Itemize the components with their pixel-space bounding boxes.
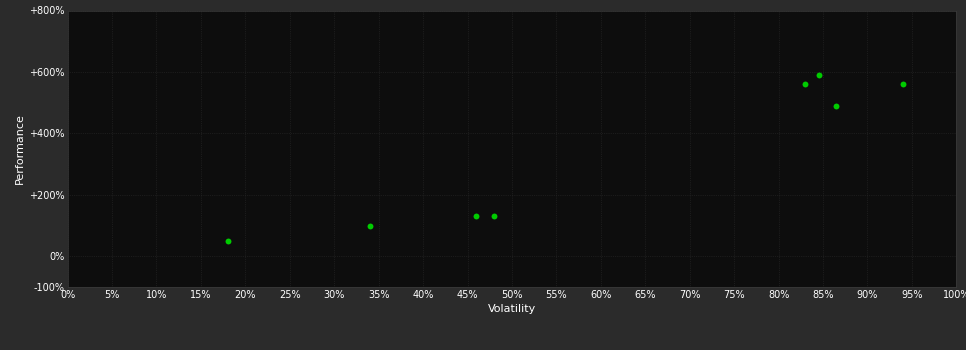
Point [798, 82, 813, 87]
Point [220, 238, 236, 244]
Point [469, 214, 484, 219]
Point [810, 72, 826, 78]
Point [895, 82, 911, 87]
Point [362, 223, 378, 228]
X-axis label: Volatility: Volatility [488, 304, 536, 314]
Point [487, 214, 502, 219]
Y-axis label: Performance: Performance [15, 113, 25, 184]
Point [829, 103, 844, 108]
